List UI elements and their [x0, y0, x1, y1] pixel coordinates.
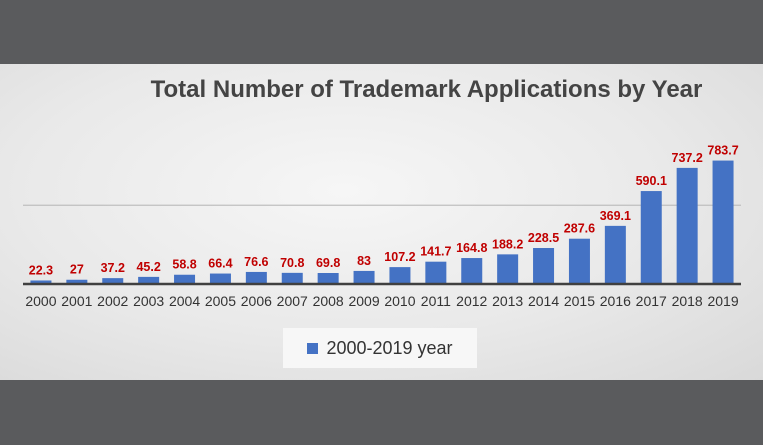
x-tick-2019: 2019 — [707, 293, 738, 309]
chart-title: Total Number of Trademark Applications b… — [150, 76, 703, 103]
value-label-2007: 70.8 — [280, 256, 304, 270]
value-label-2008: 69.8 — [316, 256, 340, 270]
value-label-2001: 27 — [70, 263, 84, 277]
chart-frame — [0, 64, 763, 380]
x-tick-2012: 2012 — [456, 293, 487, 309]
x-tick-2018: 2018 — [672, 293, 703, 309]
x-tick-2004: 2004 — [169, 293, 200, 309]
bar-2007 — [281, 272, 303, 284]
bar-2012 — [461, 258, 483, 284]
bar-2003 — [138, 276, 160, 284]
x-tick-2015: 2015 — [564, 293, 595, 309]
bar-2001 — [66, 279, 88, 284]
value-label-2010: 107.2 — [384, 250, 415, 264]
bar-2002 — [102, 278, 124, 284]
value-label-2019: 783.7 — [707, 144, 738, 158]
value-label-2017: 590.1 — [636, 174, 667, 188]
x-tick-2013: 2013 — [492, 293, 523, 309]
x-tick-2002: 2002 — [97, 293, 128, 309]
bar-2008 — [317, 273, 339, 284]
x-tick-2009: 2009 — [348, 293, 379, 309]
x-tick-2010: 2010 — [384, 293, 415, 309]
bar-2018 — [676, 167, 698, 284]
bar-2005 — [209, 273, 231, 284]
x-tick-2014: 2014 — [528, 293, 559, 309]
legend-swatch — [307, 342, 319, 354]
bar-2009 — [353, 270, 375, 284]
value-label-2005: 66.4 — [208, 257, 232, 271]
x-tick-2008: 2008 — [313, 293, 344, 309]
value-label-2014: 228.5 — [528, 231, 559, 245]
x-tick-2005: 2005 — [205, 293, 236, 309]
x-tick-2003: 2003 — [133, 293, 164, 309]
x-tick-2000: 2000 — [25, 293, 56, 309]
value-label-2013: 188.2 — [492, 237, 523, 251]
bar-2000 — [30, 280, 52, 284]
legend: 2000-2019 year — [283, 328, 477, 368]
legend-label: 2000-2019 year — [326, 337, 453, 358]
value-label-2006: 76.6 — [244, 255, 268, 269]
value-label-2003: 45.2 — [136, 260, 160, 274]
bar-2010 — [389, 267, 411, 284]
x-tick-2006: 2006 — [241, 293, 272, 309]
bar-2013 — [497, 254, 519, 284]
value-label-2011: 141.7 — [420, 245, 451, 259]
bar-2016 — [604, 225, 626, 284]
value-label-2009: 83 — [357, 254, 371, 268]
value-label-2016: 369.1 — [600, 209, 631, 223]
bar-2015 — [568, 238, 590, 284]
x-tick-2017: 2017 — [636, 293, 667, 309]
bar-2011 — [425, 261, 447, 284]
bar-2006 — [245, 271, 267, 284]
bar-2017 — [640, 191, 662, 284]
value-label-2004: 58.8 — [172, 258, 196, 272]
value-label-2018: 737.2 — [672, 151, 703, 165]
value-label-2000: 22.3 — [29, 263, 53, 277]
bar-2014 — [533, 248, 555, 284]
bar-2019 — [712, 160, 734, 284]
value-label-2015: 287.6 — [564, 222, 595, 236]
value-label-2012: 164.8 — [456, 241, 487, 255]
x-tick-2011: 2011 — [421, 293, 451, 309]
value-label-2002: 37.2 — [101, 261, 125, 275]
x-tick-2001: 2001 — [61, 293, 92, 309]
bar-2004 — [174, 274, 196, 284]
x-tick-2007: 2007 — [277, 293, 308, 309]
x-tick-2016: 2016 — [600, 293, 631, 309]
